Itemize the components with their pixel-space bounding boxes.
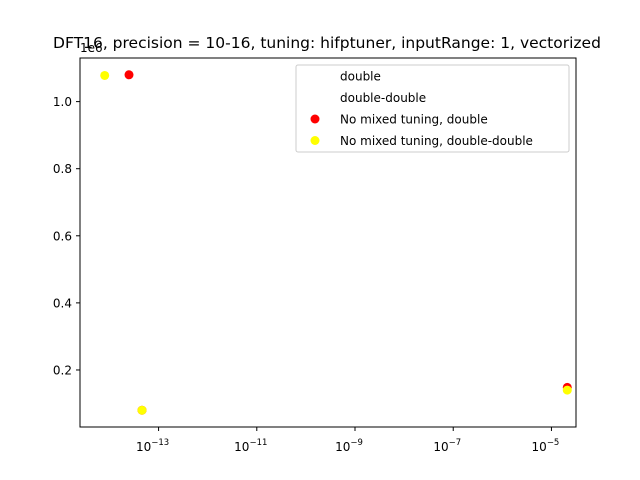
legend-entry-label: double-double <box>340 91 426 105</box>
x-tick-label: 10−7 <box>433 438 461 454</box>
legend-entry-label: No mixed tuning, double <box>340 113 488 127</box>
y-axis: 0.2 0.4 0.6 0.8 1.0 <box>53 95 80 377</box>
chart-title: DFT16, precision = 10-16, tuning: hifptu… <box>53 34 601 52</box>
x-tick-label: 10−5 <box>532 438 560 454</box>
data-point-double-double <box>138 406 147 415</box>
y-axis-offset-label: 1e6 <box>80 41 103 55</box>
x-tick-label: 10−9 <box>335 438 363 454</box>
y-tick-label: 1.0 <box>53 95 72 109</box>
x-tick-label: 10−13 <box>136 438 169 454</box>
legend-entry-label: double <box>340 70 381 84</box>
y-tick-label: 0.6 <box>53 229 72 243</box>
y-tick-label: 0.8 <box>53 162 72 176</box>
data-point-double-double <box>563 386 572 395</box>
legend: double double-double No mixed tuning, doub… <box>296 65 569 152</box>
legend-marker <box>311 115 320 124</box>
legend-marker <box>311 136 320 145</box>
data-point-double <box>125 70 134 79</box>
y-tick-label: 0.4 <box>53 296 72 310</box>
y-tick-label: 0.2 <box>53 363 72 377</box>
x-tick-label: 10−11 <box>234 438 267 454</box>
legend-entry-label: No mixed tuning, double-double <box>340 134 533 148</box>
data-point-double-double <box>100 71 109 80</box>
x-axis: 10−13 10−11 10−9 10−7 10−5 <box>136 427 559 454</box>
